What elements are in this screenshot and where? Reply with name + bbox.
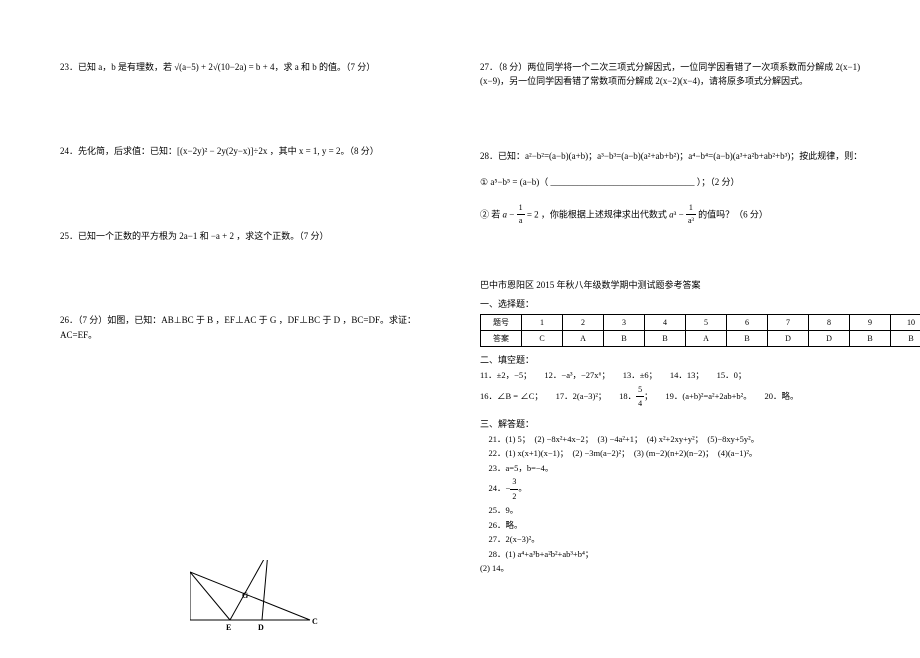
cell: 7 [768, 315, 809, 331]
answer-table: 题号 1 2 3 4 5 6 7 8 9 10 答案 C A B B A B D [480, 314, 920, 347]
page: 23．已知 a，b 是有理数，若 √(a−5) + 2√(10−2a) = b … [0, 0, 920, 658]
cell: A [686, 331, 727, 347]
answer-27: 27．2(x−3)²。 [480, 532, 880, 546]
answer-28-1: 28．(1) a⁴+a³b+a²b²+ab³+b⁴； [480, 547, 880, 561]
cell: 5 [686, 315, 727, 331]
cell: B [604, 331, 645, 347]
cell: 2 [563, 315, 604, 331]
cell: 6 [727, 315, 768, 331]
svg-text:E: E [226, 623, 231, 632]
answer-24: 24．−32。 [480, 475, 880, 503]
cell: D [768, 331, 809, 347]
cell: D [809, 331, 850, 347]
section-1-title: 一、选择题： [480, 297, 880, 310]
cell: 10 [891, 315, 920, 331]
cell: B [645, 331, 686, 347]
answer-22: 22．(1) x(x+1)(x−1)； (2) −3m(a−2)²； (3) (… [480, 446, 880, 460]
answer-24-prefix: 24． [480, 483, 506, 493]
answer-23: 23．a=5，b=−4。 [480, 461, 880, 475]
svg-text:D: D [258, 623, 264, 632]
cell: 1 [522, 315, 563, 331]
cell: 9 [850, 315, 891, 331]
cell: B [727, 331, 768, 347]
geometry-figure: A B E D C F G [190, 560, 330, 640]
cell: 题号 [481, 315, 522, 331]
cell: B [891, 331, 920, 347]
question-26: 26．（7 分）如图，已知：AB⊥BC 于 B ，EF⊥AC 于 G ，DF⊥B… [60, 313, 430, 342]
section-2-title: 二、填空题： [480, 353, 880, 366]
svg-text:C: C [312, 617, 318, 626]
svg-text:G: G [242, 591, 248, 600]
question-28-part2: ② 若 a − 1a = 2 ，你能根据上述规律求出代数式 a³ − 1a³ 的… [480, 202, 880, 229]
fill-answers-line2: 16．∠B = ∠C； 17．2(a−3)²； 18．54； 19．(a+b)²… [480, 383, 880, 411]
left-column: 23．已知 a，b 是有理数，若 √(a−5) + 2√(10−2a) = b … [0, 0, 460, 658]
answer-21: 21．(1) 5； (2) −8x²+4x−2； (3) −4a²+1； (4)… [480, 432, 880, 446]
fill-answers-line1: 11．±2，−5； 12．−a³，−27x⁶； 13．±6； 14．13； 15… [480, 368, 880, 382]
cell: 4 [645, 315, 686, 331]
answer-header: 巴中市恩阳区 2015 年秋八年级数学期中测试题参考答案 [480, 278, 880, 291]
cell: A [563, 331, 604, 347]
cell: C [522, 331, 563, 347]
answer-28-2: (2) 14。 [480, 561, 880, 575]
table-row: 答案 C A B B A B D D B B [481, 331, 920, 347]
answer-25: 25．9。 [480, 503, 880, 517]
question-24: 24．先化简，后求值：已知：[(x−2y)² − 2y(2y−x)]÷2x ，其… [60, 144, 430, 158]
section-3-title: 三、解答题： [480, 417, 880, 430]
answer-26: 26．略。 [480, 518, 880, 532]
question-23: 23．已知 a，b 是有理数，若 √(a−5) + 2√(10−2a) = b … [60, 60, 430, 74]
table-row: 题号 1 2 3 4 5 6 7 8 9 10 [481, 315, 920, 331]
cell: 答案 [481, 331, 522, 347]
cell: B [850, 331, 891, 347]
question-25: 25．已知一个正数的平方根为 2a−1 和 −a + 2 ，求这个正数。（7 分… [60, 229, 430, 243]
question-27: 27．（8 分）两位同学将一个二次三项式分解因式，一位同学因看错了一次项系数而分… [480, 60, 880, 89]
right-column: 27．（8 分）两位同学将一个二次三项式分解因式，一位同学因看错了一次项系数而分… [460, 0, 920, 658]
cell: 8 [809, 315, 850, 331]
question-28-intro: 28．已知：a²−b²=(a−b)(a+b)；a³−b³=(a−b)(a²+ab… [480, 149, 880, 163]
cell: 3 [604, 315, 645, 331]
question-28-part1: ① a⁵−b⁵ = (a−b)（ _______________________… [480, 175, 880, 189]
